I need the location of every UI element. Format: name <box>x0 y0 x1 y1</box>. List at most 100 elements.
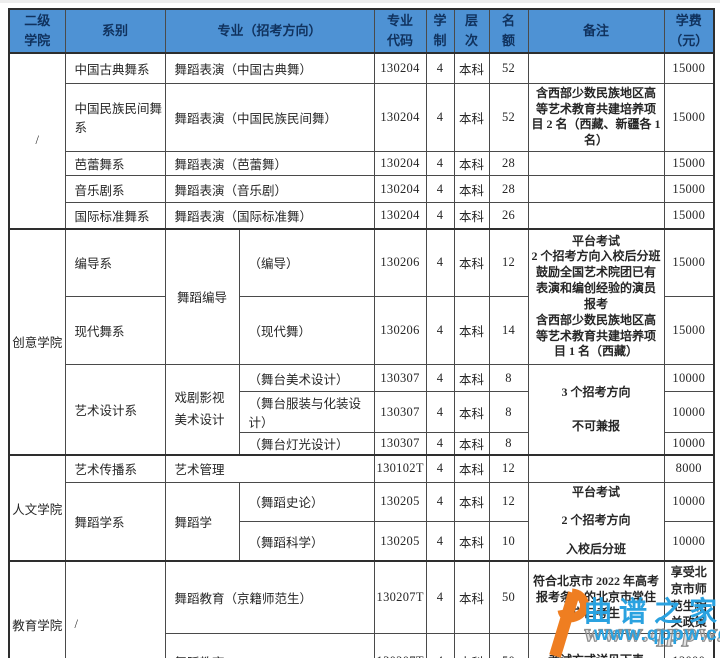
remark-line: 平台考试 <box>572 233 621 248</box>
quota-cell: 28 <box>488 175 529 204</box>
code-cell: 130205 <box>373 481 427 523</box>
remark-cell: 含西部少数民族地区高等艺术教育共建培养项目 2 名（西藏、新疆各 1 名） <box>527 82 665 153</box>
table-row: （舞台灯光设计） 130307 4 本科 8 10000 <box>9 432 715 456</box>
level-cell: 本科 <box>453 52 490 84</box>
code-cell: 130204 <box>373 175 427 204</box>
level-cell: 本科 <box>453 521 490 562</box>
level-cell: 本科 <box>453 481 490 523</box>
dept-cell: 音乐剧系 <box>64 175 166 204</box>
quota-cell: 12 <box>488 454 529 483</box>
admissions-table: 二级 学院 系别 专业（招考方向） 专业 代码 学 制 层 次 名 额 备注 学… <box>8 8 716 658</box>
quota-cell: 8 <box>488 364 529 393</box>
quota-cell: 26 <box>488 202 529 230</box>
header-code: 专业 代码 <box>373 8 427 55</box>
years-cell: 4 <box>425 391 455 434</box>
dept-cell: 艺术设计系 <box>64 364 166 456</box>
remark-line: 鼓励全国艺术院团已有表演和编创经验的演员报考 <box>536 265 657 311</box>
remark-cell: 平台考试 2 个招考方向入校后分班 鼓励全国艺术院团已有表演和编创经验的演员报考… <box>527 227 665 366</box>
dept-cell: 艺术传播系 <box>64 454 166 483</box>
years-cell: 4 <box>425 151 455 177</box>
fee-cell: 10000 <box>663 432 715 456</box>
quota-cell: 8 <box>488 391 529 434</box>
years-cell: 4 <box>425 454 455 483</box>
major-cell: （舞台灯光设计） <box>238 432 375 456</box>
header-dept: 系别 <box>64 8 166 55</box>
major-cell: 舞蹈表演（中国古典舞） <box>164 52 375 84</box>
header-major: 专业（招考方向） <box>164 8 375 55</box>
header-row: 二级 学院 系别 专业（招考方向） 专业 代码 学 制 层 次 名 额 备注 学… <box>8 8 715 55</box>
table-row: / 中国古典舞系 舞蹈表演（中国古典舞） 130204 4 本科 52 1500… <box>8 52 715 230</box>
years-cell: 4 <box>425 481 455 523</box>
years-cell: 4 <box>425 364 455 393</box>
code-cell: 130204 <box>373 202 427 230</box>
major-cell: （编导） <box>238 227 375 298</box>
table-row: 国际标准舞系 舞蹈表演（国际标准舞） 130204 4 本科 26 15000 <box>9 202 715 230</box>
years-cell: 4 <box>425 52 455 84</box>
fee-cell: 10000 <box>663 391 715 434</box>
table-row: 艺术设计系 戏剧影视 美术设计 （舞台美术设计） 130307 4 本科 8 3… <box>9 364 715 456</box>
remark-cell: 平台考试 2 个招考方向 入校后分班 <box>527 481 665 562</box>
header-level: 层 次 <box>453 8 490 55</box>
fee-cell: 15000 <box>663 202 715 230</box>
major-group-cell: 戏剧影视 美术设计 <box>164 364 240 456</box>
quota-cell: 28 <box>488 151 529 177</box>
remark-line: 2 个招考方向 <box>561 513 631 528</box>
code-cell: 130307 <box>373 391 427 434</box>
header-tuition: 学费 （元） <box>663 8 715 55</box>
level-cell: 本科 <box>453 175 490 204</box>
dept-cell: 中国古典舞系 <box>64 52 166 84</box>
fee-cell: 15000 <box>663 82 715 153</box>
remark-line: 含西部少数民族地区高等艺术教育共建培养项目 1 名（西藏） <box>536 312 657 359</box>
fee-cell: 15000 <box>663 296 715 366</box>
years-cell: 4 <box>425 521 455 562</box>
code-cell: 130207T <box>373 633 427 658</box>
remark-line: 平台考试 <box>572 484 621 499</box>
college-cell: 教育学院 <box>8 560 66 658</box>
dept-cell: 国际标准舞系 <box>64 202 166 230</box>
table-row: 现代舞系 （现代舞） 130206 4 本科 14 15000 <box>9 296 715 366</box>
code-cell: 130204 <box>373 82 427 153</box>
remark-line: 入校后分班 <box>566 542 627 557</box>
code-cell: 130207T <box>373 560 427 635</box>
table-row: 音乐剧系 舞蹈表演（音乐剧） 130204 4 本科 28 15000 <box>9 175 715 204</box>
major-cell: （舞蹈科学） <box>238 521 375 562</box>
fee-cell: 15000 <box>663 227 715 298</box>
header-remark: 备注 <box>527 8 665 55</box>
code-cell: 130307 <box>373 364 427 393</box>
dept-cell: 中国民族民间舞系 <box>64 82 166 153</box>
years-cell: 4 <box>425 202 455 230</box>
major-cell: （舞台美术设计） <box>238 364 375 393</box>
years-cell: 4 <box>425 82 455 153</box>
level-cell: 本科 <box>453 391 490 434</box>
fee-cell: 8000 <box>663 454 715 483</box>
fee-cell: 10000 <box>663 521 715 562</box>
years-cell: 4 <box>425 175 455 204</box>
table-row: （舞台服装与化装设计） 130307 4 本科 8 10000 <box>9 391 715 434</box>
major-cell: （舞蹈史论） <box>238 481 375 523</box>
quota-cell: 8 <box>488 432 529 456</box>
major-cell: 舞蹈教育（京籍师范生） <box>164 560 375 635</box>
quota-cell: 10 <box>488 521 529 562</box>
major-cell: 舞蹈表演（音乐剧） <box>164 175 375 204</box>
code-cell: 130205 <box>373 521 427 562</box>
major-cell: 舞蹈表演（中国民族民间舞） <box>164 82 375 153</box>
major-group-cell: 舞蹈编导 <box>164 227 240 366</box>
quota-cell: 14 <box>488 296 529 366</box>
dept-cell: / <box>64 560 166 658</box>
code-cell: 130206 <box>373 296 427 366</box>
years-cell: 4 <box>425 560 455 635</box>
major-cell: 舞蹈表演（国际标准舞） <box>164 202 375 230</box>
table-row: （舞蹈科学） 130205 4 本科 10 10000 <box>9 521 715 562</box>
code-cell: 130102T <box>373 454 427 483</box>
quota-cell: 12 <box>488 227 529 298</box>
level-cell: 本科 <box>453 364 490 393</box>
major-cell: （现代舞） <box>238 296 375 366</box>
remark-cell <box>527 454 665 483</box>
level-cell: 本科 <box>453 82 490 153</box>
header-years: 学 制 <box>425 8 455 55</box>
remark-line: 3 个招考方向 <box>561 384 631 399</box>
fee-cell: 15000 <box>663 52 715 84</box>
remark-line: 2 个招考方向入校后分班 <box>531 249 661 264</box>
years-cell: 4 <box>425 633 455 658</box>
